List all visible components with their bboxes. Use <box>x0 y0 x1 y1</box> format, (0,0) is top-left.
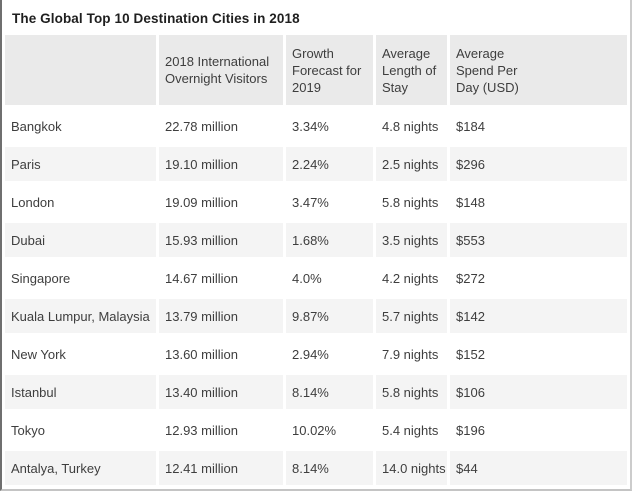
growth-cell: 3.34% <box>286 109 373 143</box>
visitors-cell: 15.93 million <box>159 223 283 257</box>
header-spend-label: Average Spend Per Day (USD) <box>456 45 519 95</box>
header-growth: Growth Forecast for 2019 <box>286 35 373 105</box>
spend-cell: $44 <box>450 451 627 485</box>
header-growth-label: Growth Forecast for 2019 <box>292 45 362 95</box>
visitors-cell: 13.60 million <box>159 337 283 371</box>
stay-cell: 3.5 nights <box>376 223 447 257</box>
header-visitors-label: 2018 International Overnight Visitors <box>165 54 270 86</box>
table-row: Antalya, Turkey 12.41 million 8.14% 14.0… <box>5 451 627 485</box>
visitors-cell: 12.93 million <box>159 413 283 447</box>
header-visitors: 2018 International Overnight Visitors <box>159 35 283 105</box>
spend-cell: $152 <box>450 337 627 371</box>
city-cell: Antalya, Turkey <box>5 451 156 485</box>
city-cell: Tokyo <box>5 413 156 447</box>
table-row: Bangkok 22.78 million 3.34% 4.8 nights $… <box>5 109 627 143</box>
city-cell: Kuala Lumpur, Malaysia <box>5 299 156 333</box>
stay-cell: 5.7 nights <box>376 299 447 333</box>
table-row: New York 13.60 million 2.94% 7.9 nights … <box>5 337 627 371</box>
table-row: London 19.09 million 3.47% 5.8 nights $1… <box>5 185 627 219</box>
visitors-cell: 14.67 million <box>159 261 283 295</box>
city-cell: Singapore <box>5 261 156 295</box>
table-row: Singapore 14.67 million 4.0% 4.2 nights … <box>5 261 627 295</box>
destination-cities-table-widget: The Global Top 10 Destination Cities in … <box>0 0 632 491</box>
table-row: Dubai 15.93 million 1.68% 3.5 nights $55… <box>5 223 627 257</box>
stay-cell: 4.2 nights <box>376 261 447 295</box>
spend-cell: $553 <box>450 223 627 257</box>
growth-cell: 8.14% <box>286 375 373 409</box>
growth-cell: 9.87% <box>286 299 373 333</box>
table-row: Paris 19.10 million 2.24% 2.5 nights $29… <box>5 147 627 181</box>
table-header: 2018 International Overnight Visitors Gr… <box>5 35 627 105</box>
visitors-cell: 22.78 million <box>159 109 283 143</box>
visitors-cell: 12.41 million <box>159 451 283 485</box>
table-row: Kuala Lumpur, Malaysia 13.79 million 9.8… <box>5 299 627 333</box>
city-cell: Paris <box>5 147 156 181</box>
spend-cell: $148 <box>450 185 627 219</box>
growth-cell: 3.47% <box>286 185 373 219</box>
stay-cell: 14.0 nights <box>376 451 447 485</box>
stay-cell: 7.9 nights <box>376 337 447 371</box>
city-cell: Istanbul <box>5 375 156 409</box>
table-row: Tokyo 12.93 million 10.02% 5.4 nights $1… <box>5 413 627 447</box>
growth-cell: 10.02% <box>286 413 373 447</box>
stay-cell: 2.5 nights <box>376 147 447 181</box>
destination-cities-table: 2018 International Overnight Visitors Gr… <box>2 31 630 489</box>
table-row: Istanbul 13.40 million 8.14% 5.8 nights … <box>5 375 627 409</box>
header-city <box>5 35 156 105</box>
spend-cell: $142 <box>450 299 627 333</box>
header-spend: Average Spend Per Day (USD) <box>450 35 627 105</box>
spend-cell: $106 <box>450 375 627 409</box>
spend-cell: $272 <box>450 261 627 295</box>
city-cell: Bangkok <box>5 109 156 143</box>
spend-cell: $296 <box>450 147 627 181</box>
growth-cell: 2.94% <box>286 337 373 371</box>
spend-cell: $196 <box>450 413 627 447</box>
city-cell: Dubai <box>5 223 156 257</box>
spend-cell: $184 <box>450 109 627 143</box>
growth-cell: 4.0% <box>286 261 373 295</box>
header-row: 2018 International Overnight Visitors Gr… <box>5 35 627 105</box>
growth-cell: 2.24% <box>286 147 373 181</box>
city-cell: London <box>5 185 156 219</box>
city-cell: New York <box>5 337 156 371</box>
stay-cell: 5.8 nights <box>376 185 447 219</box>
visitors-cell: 13.40 million <box>159 375 283 409</box>
stay-cell: 5.4 nights <box>376 413 447 447</box>
table-body: Bangkok 22.78 million 3.34% 4.8 nights $… <box>5 109 627 485</box>
table-title: The Global Top 10 Destination Cities in … <box>12 11 300 26</box>
stay-cell: 4.8 nights <box>376 109 447 143</box>
growth-cell: 8.14% <box>286 451 373 485</box>
visitors-cell: 13.79 million <box>159 299 283 333</box>
header-stay: Average Length of Stay <box>376 35 447 105</box>
visitors-cell: 19.10 million <box>159 147 283 181</box>
header-stay-label: Average Length of Stay <box>382 45 437 95</box>
growth-cell: 1.68% <box>286 223 373 257</box>
visitors-cell: 19.09 million <box>159 185 283 219</box>
stay-cell: 5.8 nights <box>376 375 447 409</box>
